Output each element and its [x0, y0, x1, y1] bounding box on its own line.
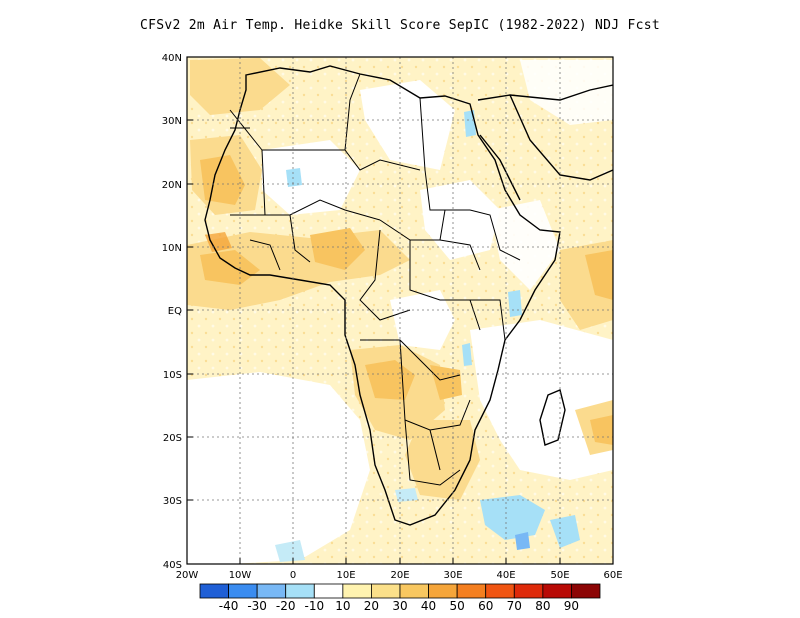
lon-tick-label: 10E — [336, 570, 355, 581]
madagascar-coast — [539, 389, 566, 446]
colorbar-swatch — [399, 583, 429, 599]
colorbar-label: 20 — [364, 599, 379, 613]
colorbar-swatch — [199, 583, 229, 599]
lon-tick-label: 20W — [176, 570, 199, 581]
strong-patch-east-ocean — [585, 250, 613, 300]
colorbar-label: -30 — [247, 599, 267, 613]
borders — [229, 73, 521, 486]
lat-tick-label: 20S — [163, 433, 182, 444]
white-patch-sahara — [262, 140, 360, 215]
lat-tick-label: 10S — [163, 370, 182, 381]
colorbar-label: 30 — [392, 599, 407, 613]
white-patch-south-atlantic — [187, 372, 370, 564]
strong-patch-angola — [365, 360, 415, 400]
colorbar-swatch — [371, 583, 401, 599]
blue-patch-southwest — [275, 540, 305, 562]
colorbar-label: 90 — [564, 599, 579, 613]
lat-labels: 40N 30N 20N 10N EQ 10S 20S 30S 40S — [162, 53, 182, 571]
grid — [187, 57, 613, 564]
tick-marks — [187, 56, 614, 565]
colorbar: -40 -30 -20 -10 10 20 30 40 50 60 70 80 90 — [199, 583, 601, 613]
white-patch-libya — [360, 80, 455, 170]
lon-tick-label: 10W — [229, 570, 252, 581]
africa-coast — [204, 65, 561, 526]
colorbar-swatch — [571, 583, 601, 599]
lon-labels: 20W 10W 0 10E 20E 30E 40E 50E 60E — [176, 570, 623, 581]
strong-patch-nigeria — [310, 228, 365, 270]
strong-patch-south-ocean — [590, 415, 613, 445]
lat-tick-label: 40S — [163, 560, 182, 571]
blue-patch-south-indian-2 — [550, 515, 580, 548]
lon-tick-label: 0 — [290, 570, 296, 581]
white-patch-madagascar — [540, 380, 580, 440]
colorbar-swatch — [542, 583, 572, 599]
colorbar-label: 70 — [507, 599, 522, 613]
white-patch-mideast — [520, 60, 613, 125]
colorbar-label: 40 — [421, 599, 436, 613]
colorbar-swatch — [428, 583, 458, 599]
colorbar-label: 50 — [449, 599, 464, 613]
mid-patch-south — [405, 420, 480, 500]
blue-patch-nile — [464, 110, 476, 137]
colorbar-swatch — [313, 583, 344, 599]
colorbar-label: -10 — [304, 599, 324, 613]
lat-tick-label: EQ — [168, 306, 182, 317]
colorbar-label: 80 — [535, 599, 550, 613]
lon-tick-label: 60E — [603, 570, 622, 581]
lon-tick-label: 30E — [443, 570, 462, 581]
white-patch-congo — [390, 290, 455, 350]
colorbar-label: -20 — [276, 599, 296, 613]
blue-patch-south-indian — [480, 495, 545, 540]
colorbar-label: 10 — [335, 599, 350, 613]
lat-tick-label: 10N — [162, 243, 182, 254]
strong-patch-lake — [205, 232, 232, 252]
blue-patch-dark — [515, 532, 530, 550]
colorbar-swatch — [256, 583, 287, 599]
white-patch-horn — [490, 200, 560, 290]
blue-patch-cape — [395, 488, 418, 502]
map-title: CFSv2 2m Air Temp. Heidke Skill Score Se… — [139, 18, 661, 33]
coastlines — [204, 65, 613, 526]
arabia-coast — [477, 84, 613, 201]
mid-patch-north — [190, 58, 290, 115]
shaded-field — [187, 57, 613, 564]
colorbar-swatch — [485, 583, 515, 599]
lon-tick-label: 50E — [550, 570, 569, 581]
blue-patch-sahara — [286, 168, 302, 187]
lon-tick-label: 40E — [496, 570, 515, 581]
lat-tick-label: 40N — [162, 53, 182, 64]
lat-tick-label: 30N — [162, 116, 182, 127]
lat-tick-label: 20N — [162, 180, 182, 191]
blue-patch-kenya — [508, 290, 522, 317]
blue-patch-lake-malawi — [462, 343, 472, 366]
colorbar-swatch — [513, 583, 544, 599]
colorbar-label: 60 — [478, 599, 493, 613]
colorbar-label: -40 — [219, 599, 239, 613]
colorbar-swatch — [342, 583, 372, 599]
colorbar-swatch — [228, 583, 258, 599]
strong-patch-gulf-guinea — [200, 250, 260, 285]
lon-tick-label: 20E — [390, 570, 409, 581]
lat-tick-label: 30S — [163, 496, 182, 507]
colorbar-swatch — [285, 583, 315, 599]
colorbar-swatch — [456, 583, 487, 599]
